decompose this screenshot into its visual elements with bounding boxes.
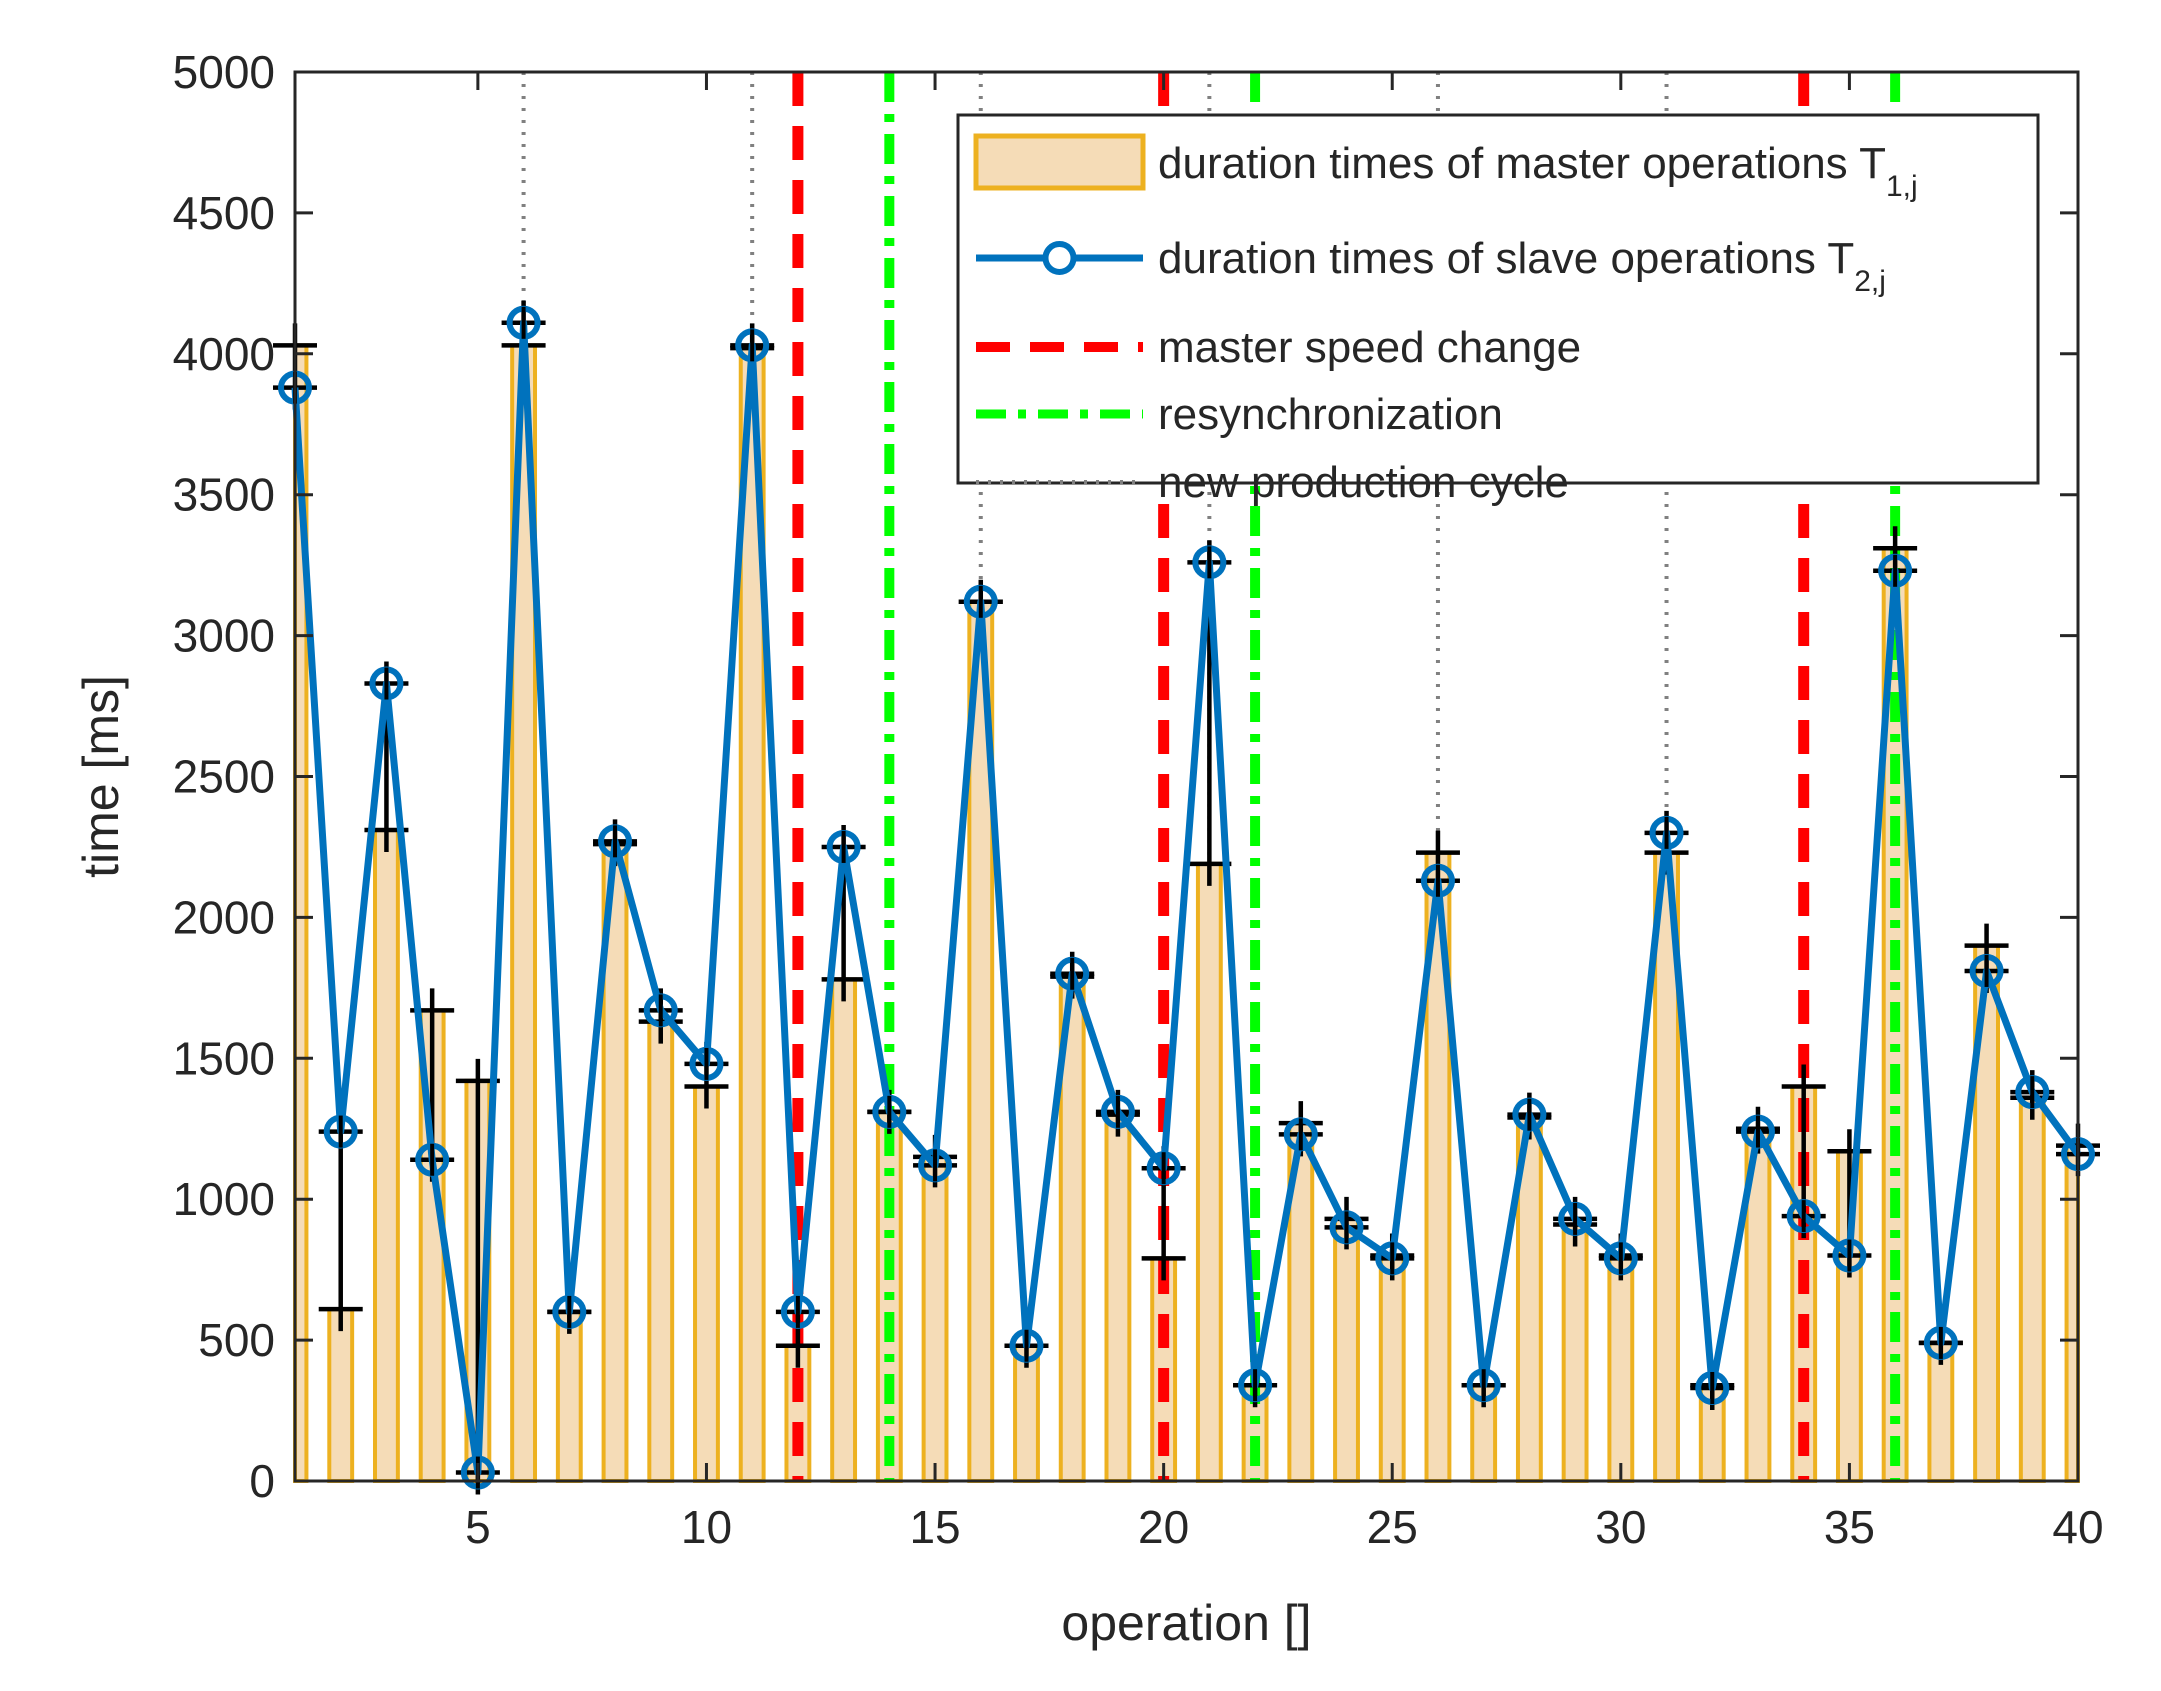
y-tick-label: 0 — [249, 1455, 275, 1507]
master-bar — [693, 1084, 720, 1483]
legend-swatch-slave-marker — [1042, 241, 1077, 275]
x-tick-label: 20 — [1138, 1501, 1189, 1553]
legend-entry-subscript: 1,j — [1886, 170, 1918, 203]
master-bar — [1195, 861, 1223, 1483]
legend-entry-label: master speed change — [1158, 323, 1581, 372]
legend-swatch-master — [973, 133, 1146, 191]
master-bar — [1104, 1112, 1132, 1484]
legend-entry-label: resynchronization — [1158, 390, 1503, 439]
y-tick-label: 3500 — [173, 469, 275, 521]
x-tick-label: 35 — [1824, 1501, 1875, 1553]
legend-entry-label: new production cycle — [1158, 458, 1569, 507]
master-bar — [1607, 1253, 1635, 1484]
slave-line-series — [278, 305, 2095, 1490]
legend-entry-subscript: 2,j — [1854, 265, 1886, 298]
slave-line — [291, 319, 2081, 1477]
master-bar — [1333, 1216, 1360, 1484]
y-tick-label: 1000 — [173, 1173, 275, 1225]
y-tick-label: 500 — [198, 1314, 275, 1366]
y-tick-label: 2000 — [173, 891, 275, 943]
master-bar — [555, 1309, 583, 1484]
x-tick-label: 15 — [909, 1501, 960, 1553]
master-bar — [2018, 1095, 2046, 1483]
master-bar — [921, 1154, 949, 1484]
y-tick-label: 5000 — [173, 46, 275, 98]
master-bar — [1378, 1253, 1406, 1484]
y-tick-label: 4000 — [173, 328, 275, 380]
y-tick-label: 3000 — [173, 610, 275, 662]
master-bar — [647, 1019, 675, 1484]
y-tick-label: 2500 — [173, 751, 275, 803]
y-axis-label: time [ms] — [73, 675, 129, 878]
master-bar — [2064, 1143, 2081, 1483]
master-bar — [373, 828, 400, 1483]
axis-labels: operation [] time [ms] — [73, 675, 1312, 1651]
x-axis-label: operation [] — [1061, 1595, 1311, 1651]
legend[interactable]: duration times of master operations T1,j… — [956, 113, 2040, 507]
axes: 5 10 15 20 25 30 35 40 0 500 1000 1500 2000 2500 3000 3… — [173, 46, 2104, 1553]
x-tick-label: 40 — [2052, 1501, 2103, 1553]
x-tick-label: 30 — [1595, 1501, 1646, 1553]
x-tick-label: 25 — [1367, 1501, 1418, 1553]
master-bar — [1561, 1222, 1589, 1483]
x-tick-label: 5 — [465, 1501, 491, 1553]
y-tick-label: 4500 — [173, 187, 275, 239]
x-tick-label: 10 — [681, 1501, 732, 1553]
master-bar — [327, 1307, 355, 1484]
y-tick-label: 1500 — [173, 1032, 275, 1084]
master-bar — [830, 977, 858, 1483]
